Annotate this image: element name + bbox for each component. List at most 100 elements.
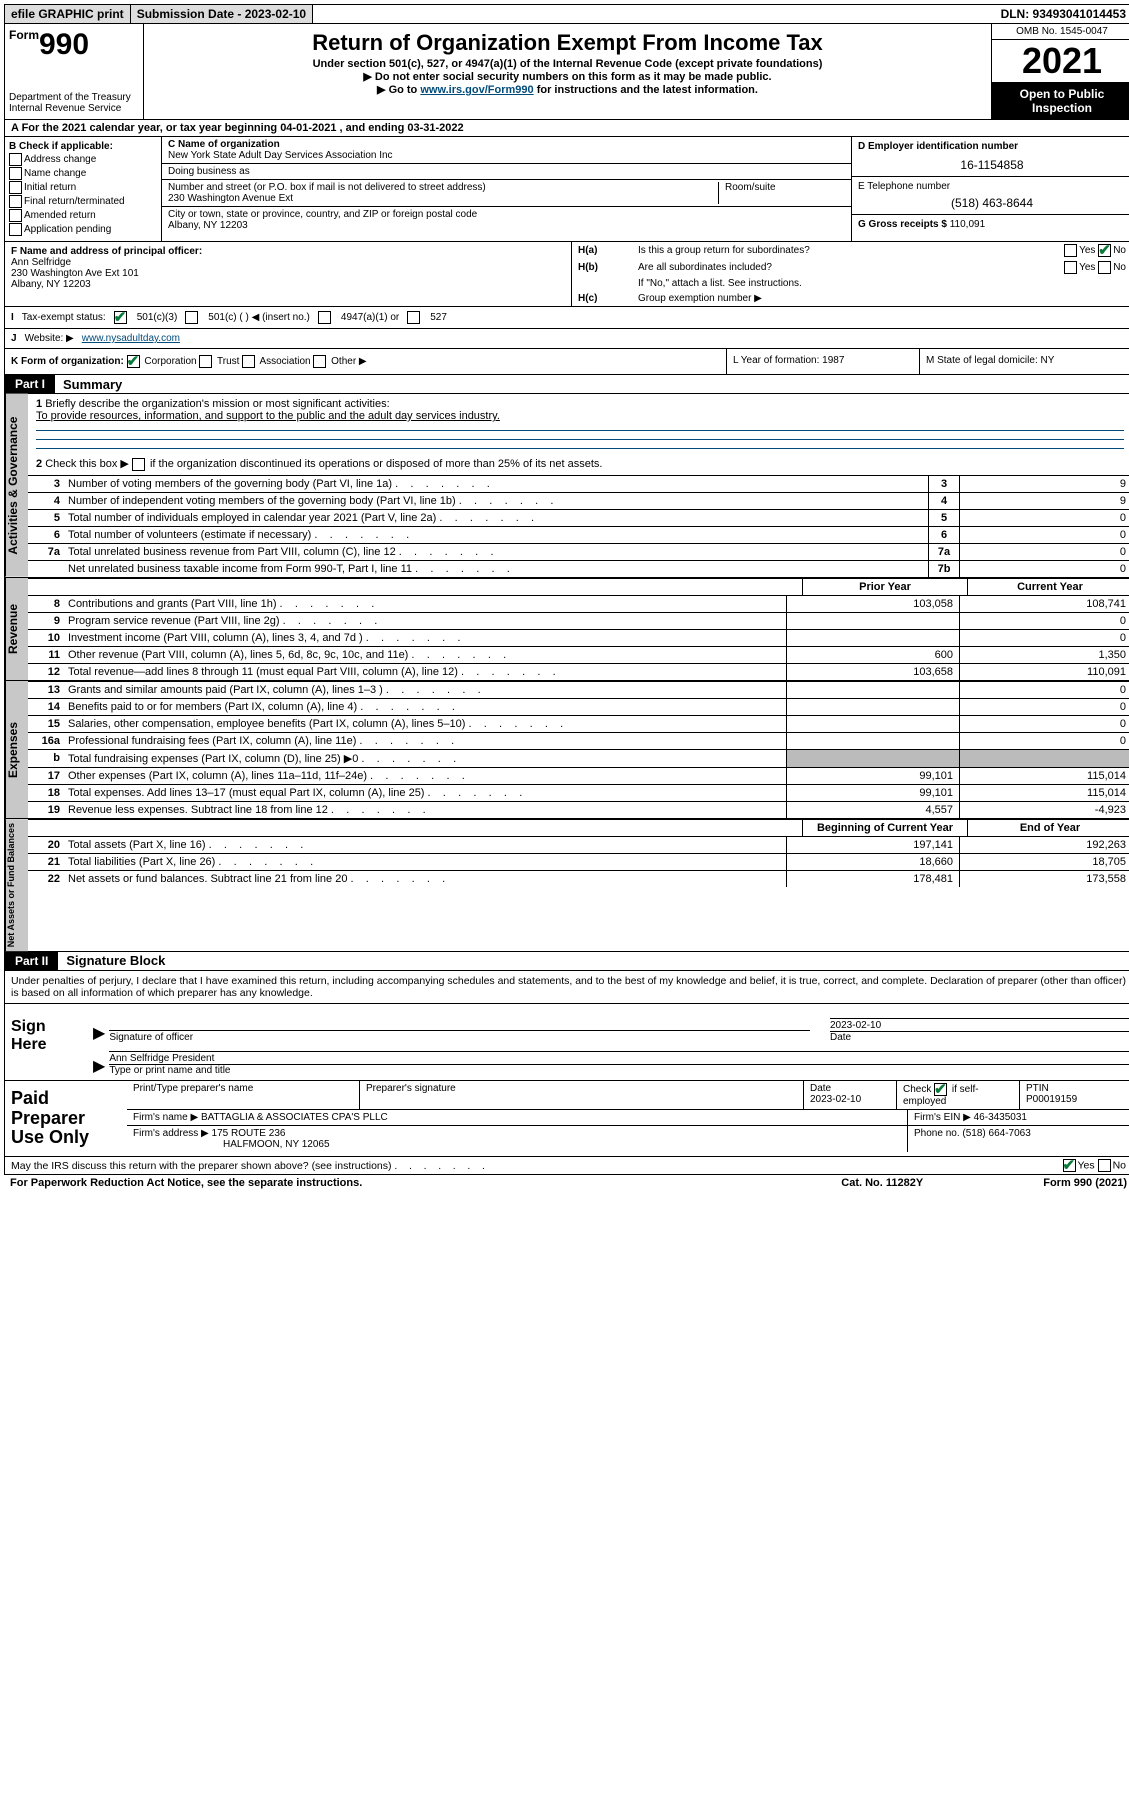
submission-date: Submission Date - 2023-02-10 <box>131 5 313 23</box>
dba-label: Doing business as <box>168 166 845 177</box>
fin-row: 19Revenue less expenses. Subtract line 1… <box>28 801 1129 818</box>
form-prefix: Form <box>9 28 39 42</box>
row-i-tax-status: I Tax-exempt status: 501(c)(3) 501(c) ( … <box>4 307 1129 329</box>
opt-corp: Corporation <box>144 356 196 367</box>
hdr-begin-year: Beginning of Current Year <box>802 820 967 836</box>
q1-text: Briefly describe the organization's miss… <box>45 398 389 410</box>
fin-row: 11Other revenue (Part VIII, column (A), … <box>28 646 1129 663</box>
hb-yes-no[interactable]: Yes No <box>1006 261 1126 274</box>
fin-row: 8Contributions and grants (Part VIII, li… <box>28 595 1129 612</box>
form-number: Form990 <box>9 28 139 62</box>
chk-corp[interactable] <box>127 355 140 368</box>
sign-date: 2023-02-10 Date <box>830 1018 1129 1043</box>
i-label: Tax-exempt status: <box>22 312 106 323</box>
q2-text: Check this box ▶ if the organization dis… <box>45 458 602 470</box>
section-deg: D Employer identification number 16-1154… <box>851 137 1129 241</box>
chk-discontinued[interactable] <box>132 458 145 471</box>
chk-initial-return[interactable]: Initial return <box>9 181 157 194</box>
firm-address: Firm's address ▶ 175 ROUTE 236 HALFMOON,… <box>127 1126 908 1152</box>
discuss-yes-no[interactable]: Yes No <box>1063 1159 1126 1172</box>
chk-final-return[interactable]: Final return/terminated <box>9 195 157 208</box>
perjury-statement: Under penalties of perjury, I declare th… <box>4 971 1129 1004</box>
fin-row: 10Investment income (Part VIII, column (… <box>28 629 1129 646</box>
side-netassets: Net Assets or Fund Balances <box>5 819 28 951</box>
org-name: New York State Adult Day Services Associ… <box>168 150 845 161</box>
street-label: Number and street (or P.O. box if mail i… <box>168 182 486 193</box>
officer-addr2: Albany, NY 12203 <box>11 279 565 290</box>
phone-value: (518) 463-8644 <box>858 196 1126 210</box>
officer-group-block: F Name and address of principal officer:… <box>4 242 1129 307</box>
note-ssn: ▶ Do not enter social security numbers o… <box>148 70 987 83</box>
chk-address-change[interactable]: Address change <box>9 153 157 166</box>
sign-here-block: Sign Here ▶ Signature of officer 2023-02… <box>4 1004 1129 1081</box>
fin-row: 21Total liabilities (Part X, line 26)18,… <box>28 853 1129 870</box>
mission-text: To provide resources, information, and s… <box>36 410 1124 422</box>
section-b: B Check if applicable: Address change Na… <box>5 137 162 241</box>
irs-link[interactable]: www.irs.gov/Form990 <box>420 84 533 96</box>
gross-receipts-label: G Gross receipts $ <box>858 219 947 230</box>
gross-receipts-value: 110,091 <box>950 219 985 230</box>
opt-501c3: 501(c)(3) <box>137 312 178 323</box>
signer-name: Ann Selfridge President Type or print na… <box>109 1051 1129 1076</box>
firm-name: Firm's name ▶ BATTAGLIA & ASSOCIATES CPA… <box>127 1110 908 1125</box>
part-ii-header: Part II <box>5 952 58 970</box>
arrow-icon: ▶ <box>89 1023 109 1043</box>
suite-label: Room/suite <box>718 182 845 204</box>
firm-ein: Firm's EIN ▶ 46-3435031 <box>908 1110 1129 1125</box>
chk-other[interactable] <box>313 355 326 368</box>
chk-assoc[interactable] <box>242 355 255 368</box>
opt-501c: 501(c) ( ) ◀ (insert no.) <box>208 312 310 323</box>
tax-year: 2021 <box>992 39 1129 83</box>
opt-assoc: Association <box>259 356 310 367</box>
f-label: F Name and address of principal officer: <box>11 246 565 257</box>
efile-print-button[interactable]: efile GRAPHIC print <box>5 5 131 23</box>
part-i-header: Part I <box>5 375 55 393</box>
identity-block: B Check if applicable: Address change Na… <box>4 137 1129 242</box>
fin-row: 9Program service revenue (Part VIII, lin… <box>28 612 1129 629</box>
hdr-current-year: Current Year <box>967 579 1129 595</box>
chk-501c[interactable] <box>185 311 198 324</box>
ein-value: 16-1154858 <box>858 158 1126 172</box>
open-to-public: Open to Public Inspection <box>992 83 1129 119</box>
arrow-icon: ▶ <box>89 1056 109 1076</box>
hc-label: H(c) <box>578 293 638 304</box>
j-label: Website: ▶ <box>25 333 74 344</box>
c-name-label: C Name of organization <box>168 139 845 150</box>
chk-name-change[interactable]: Name change <box>9 167 157 180</box>
side-revenue: Revenue <box>5 578 28 680</box>
chk-501c3[interactable] <box>114 311 127 324</box>
chk-4947[interactable] <box>318 311 331 324</box>
ha-yes-no[interactable]: Yes No <box>1006 244 1126 257</box>
fin-row: bTotal fundraising expenses (Part IX, co… <box>28 749 1129 767</box>
part-ii-bar: Part II Signature Block <box>4 952 1129 971</box>
city-value: Albany, NY 12203 <box>168 220 845 231</box>
prep-date: Date2023-02-10 <box>804 1081 897 1109</box>
section-c: C Name of organization New York State Ad… <box>162 137 851 241</box>
prep-self-employed[interactable]: Check if self-employed <box>897 1081 1020 1109</box>
dept-treasury: Department of the Treasury <box>9 92 139 103</box>
chk-trust[interactable] <box>199 355 212 368</box>
chk-527[interactable] <box>407 311 420 324</box>
form-title: Return of Organization Exempt From Incom… <box>148 30 987 56</box>
form-ref: Form 990 (2021) <box>1043 1177 1127 1189</box>
website-link[interactable]: www.nysadultday.com <box>82 333 180 344</box>
gov-row: 5Total number of individuals employed in… <box>28 509 1129 526</box>
phone-label: E Telephone number <box>858 181 1126 192</box>
revenue-section: Revenue Prior Year Current Year 8Contrib… <box>4 578 1129 681</box>
section-h: H(a) Is this a group return for subordin… <box>571 242 1129 306</box>
preparer-title: Paid Preparer Use Only <box>5 1081 127 1156</box>
part-i-bar: Part I Summary <box>4 375 1129 394</box>
side-governance: Activities & Governance <box>5 394 28 577</box>
chk-application-pending[interactable]: Application pending <box>9 223 157 236</box>
hdr-prior-year: Prior Year <box>802 579 967 595</box>
fin-row: 13Grants and similar amounts paid (Part … <box>28 681 1129 698</box>
note-link: ▶ Go to www.irs.gov/Form990 for instruct… <box>148 83 987 96</box>
prep-sig-hdr: Preparer's signature <box>360 1081 804 1109</box>
prep-ptin: PTINP00019159 <box>1020 1081 1129 1109</box>
ha-label: H(a) <box>578 245 638 256</box>
section-k: K Form of organization: Corporation Trus… <box>5 349 727 374</box>
chk-amended[interactable]: Amended return <box>9 209 157 222</box>
opt-other: Other ▶ <box>331 356 366 367</box>
omb-number: OMB No. 1545-0047 <box>992 24 1129 39</box>
discuss-text: May the IRS discuss this return with the… <box>11 1160 485 1172</box>
